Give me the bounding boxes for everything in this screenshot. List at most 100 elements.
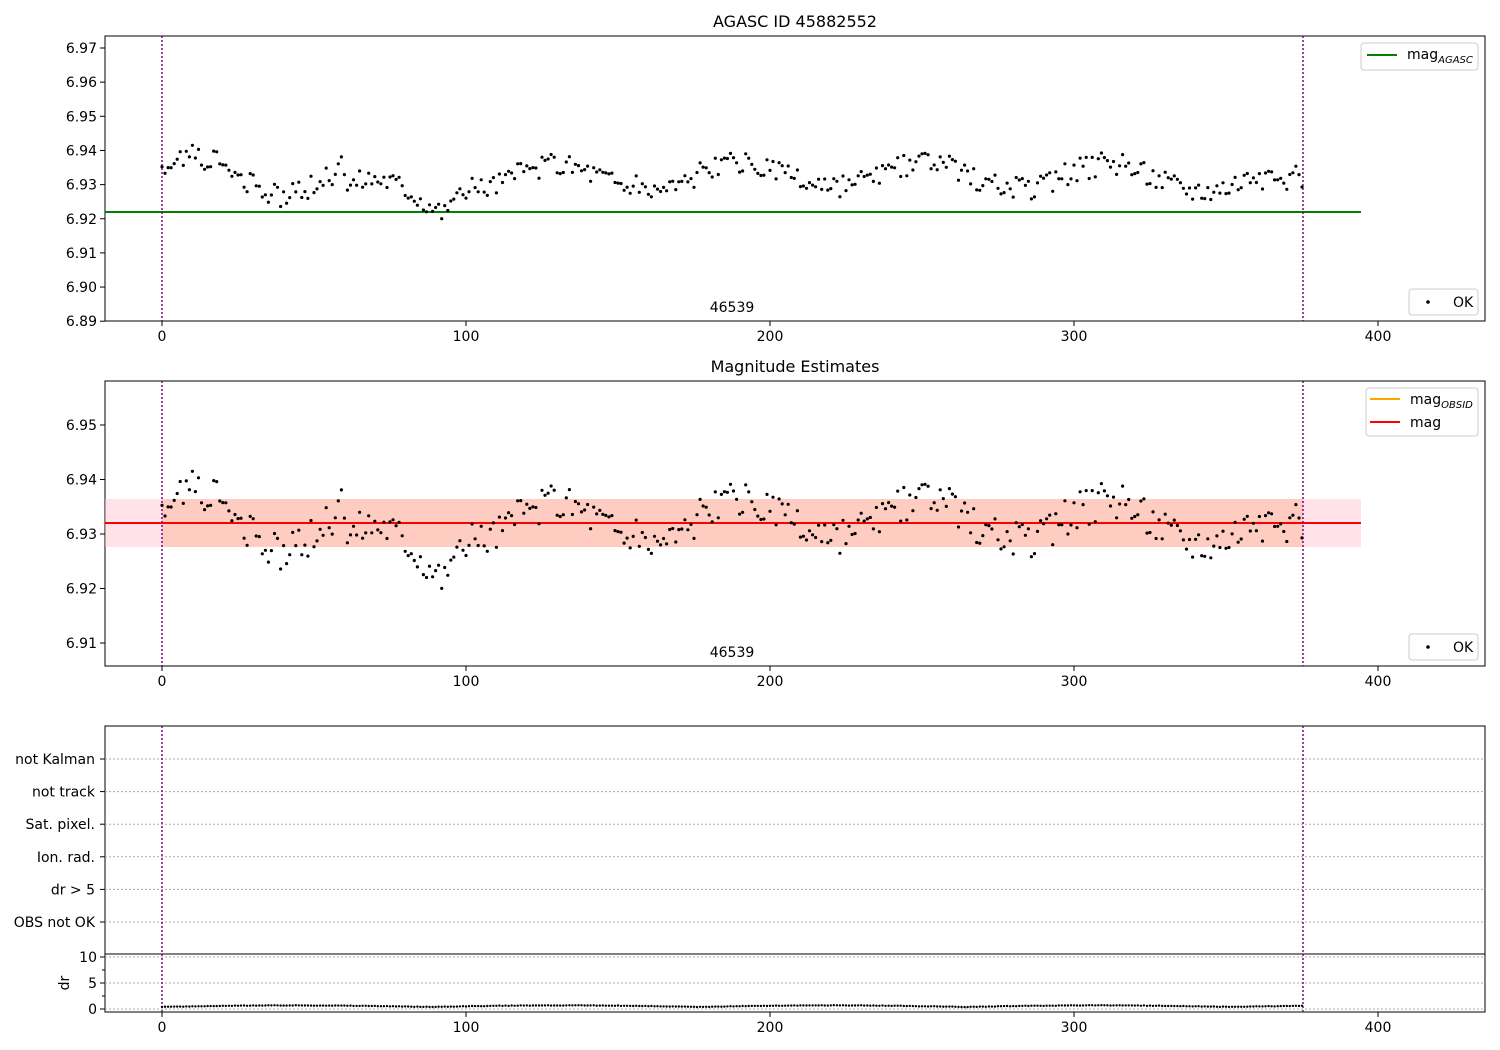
data-point bbox=[841, 518, 845, 522]
dr-point bbox=[1009, 1005, 1012, 1008]
data-point bbox=[1005, 530, 1009, 534]
data-point bbox=[415, 203, 419, 207]
data-point bbox=[613, 529, 617, 533]
data-point bbox=[619, 181, 623, 186]
data-point bbox=[1026, 527, 1030, 531]
data-point bbox=[510, 171, 514, 175]
data-point bbox=[1160, 186, 1164, 190]
y-tick-label: 6.94 bbox=[66, 473, 97, 489]
dr-point bbox=[1267, 1004, 1270, 1008]
data-point bbox=[725, 156, 730, 161]
dr-point bbox=[1124, 1004, 1127, 1007]
data-point bbox=[856, 518, 860, 522]
data-point bbox=[1048, 513, 1052, 517]
data-point bbox=[780, 502, 784, 506]
data-point bbox=[561, 513, 565, 517]
data-point bbox=[908, 493, 912, 497]
data-point bbox=[288, 553, 292, 557]
data-point bbox=[218, 499, 222, 503]
data-point bbox=[838, 195, 842, 199]
data-point bbox=[516, 162, 520, 166]
dr-point bbox=[936, 1005, 939, 1008]
dr-point bbox=[176, 1005, 179, 1008]
data-point bbox=[713, 156, 717, 160]
data-point bbox=[285, 562, 289, 566]
dr-point bbox=[1133, 1004, 1137, 1007]
data-point bbox=[950, 158, 955, 162]
dr-point bbox=[385, 1004, 389, 1008]
data-point bbox=[850, 532, 854, 537]
dr-point bbox=[981, 1005, 984, 1008]
x-tick-label: 200 bbox=[757, 674, 784, 690]
data-point bbox=[722, 490, 727, 494]
data-point bbox=[175, 157, 179, 161]
data-point bbox=[935, 508, 939, 512]
dr-point bbox=[1005, 1004, 1009, 1008]
data-point bbox=[1002, 545, 1006, 549]
dr-point bbox=[461, 1005, 465, 1008]
data-point bbox=[832, 177, 836, 181]
data-point bbox=[835, 179, 839, 183]
data-point bbox=[601, 170, 605, 174]
dr-point bbox=[1085, 1004, 1088, 1007]
data-point bbox=[1093, 520, 1097, 524]
y-tick-label: 6.93 bbox=[66, 178, 97, 194]
data-point bbox=[956, 178, 961, 182]
dr-point bbox=[258, 1004, 261, 1007]
data-point bbox=[1032, 552, 1037, 556]
data-point bbox=[1130, 516, 1134, 520]
dr-point bbox=[1258, 1005, 1261, 1008]
dr-point bbox=[625, 1004, 629, 1007]
data-point bbox=[862, 519, 866, 523]
data-point bbox=[434, 569, 438, 573]
data-point bbox=[589, 179, 593, 183]
data-point bbox=[522, 170, 526, 174]
data-point bbox=[260, 552, 264, 556]
data-point bbox=[783, 513, 787, 517]
data-point bbox=[1166, 176, 1170, 180]
data-point bbox=[1087, 522, 1091, 526]
data-point bbox=[342, 516, 346, 520]
dr-point bbox=[522, 1004, 525, 1007]
data-point bbox=[437, 202, 441, 206]
data-point bbox=[242, 536, 246, 540]
data-point bbox=[750, 162, 754, 166]
dr-point bbox=[963, 1005, 966, 1009]
dr-point bbox=[431, 1005, 434, 1009]
data-point bbox=[969, 531, 973, 535]
data-point bbox=[619, 530, 623, 534]
data-point bbox=[221, 501, 225, 505]
data-point bbox=[224, 163, 228, 167]
dr-point bbox=[1270, 1005, 1273, 1008]
data-point bbox=[859, 511, 863, 515]
data-point bbox=[1142, 497, 1146, 501]
dr-point bbox=[1024, 1004, 1027, 1007]
dr-point bbox=[1176, 1004, 1179, 1008]
dr-point bbox=[668, 1005, 671, 1008]
data-point bbox=[427, 564, 432, 568]
data-point bbox=[929, 507, 933, 511]
dr-point bbox=[507, 1004, 510, 1008]
data-point bbox=[972, 507, 976, 511]
data-point bbox=[1187, 537, 1192, 542]
data-point bbox=[1251, 176, 1255, 180]
dr-point bbox=[480, 1005, 483, 1008]
dr-point bbox=[957, 1005, 960, 1009]
data-point bbox=[1197, 183, 1201, 187]
data-point bbox=[1136, 513, 1140, 517]
dr-point bbox=[665, 1005, 668, 1008]
data-point bbox=[1124, 503, 1128, 507]
data-point bbox=[1288, 516, 1292, 520]
data-point bbox=[181, 163, 185, 167]
panel2-points bbox=[160, 469, 1304, 591]
y-tick-label: 6.89 bbox=[66, 314, 97, 330]
data-point bbox=[731, 156, 736, 160]
dr-point bbox=[705, 1005, 708, 1008]
data-point bbox=[883, 167, 888, 171]
data-point bbox=[1111, 495, 1116, 499]
dr-point bbox=[1246, 1005, 1249, 1008]
data-point bbox=[741, 169, 745, 173]
data-point bbox=[324, 506, 328, 510]
data-point bbox=[339, 488, 343, 492]
data-point bbox=[920, 152, 924, 156]
